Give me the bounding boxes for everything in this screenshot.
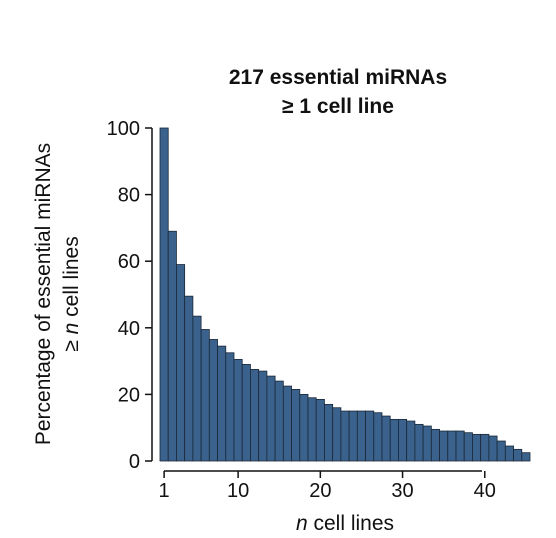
bar-21 [324,403,334,462]
bar-44 [513,448,523,462]
y-tick-label-0: 0 [129,451,140,473]
y-tick-label-80: 80 [118,185,140,207]
bar-42 [496,440,506,462]
bar-series [159,127,531,462]
y-axis-label-line-1: Percentage of essential miRNAs [32,143,55,445]
bar-13 [258,370,268,462]
bar-45 [521,452,531,462]
bar-22 [332,407,342,462]
bar-10 [233,359,243,462]
x-tick-label-10: 10 [227,480,249,502]
bar-37 [455,430,465,462]
bar-38 [463,432,473,462]
bar-23 [340,410,350,462]
chart-title-line-2: ≥ 1 cell line [282,95,394,118]
bar-36 [447,430,457,462]
y-axis-label-text: cell lines [60,236,83,322]
bar-41 [488,435,498,462]
bar-8 [217,345,227,462]
bar-15 [274,380,284,462]
bar-27 [373,412,383,462]
x-tick-label-30: 30 [391,480,413,502]
y-tick-label-20: 20 [118,384,140,406]
y-axis-label-variable: n [60,323,83,335]
bar-26 [365,410,375,462]
bar-18 [299,393,309,462]
y-axis-label: Percentage of essential miRNAs ≥ n cell … [32,143,83,445]
bar-28 [381,415,391,462]
chart-title-line-1: 217 essential miRNAs [229,66,447,89]
bar-30 [398,418,408,462]
bar-24 [348,410,358,462]
bar-25 [356,410,366,462]
x-axis-label-variable: n [296,512,308,535]
bar-39 [472,433,482,462]
y-tick-label-40: 40 [118,318,140,340]
bar-35 [439,430,449,462]
x-axis-ticks: 1 10 20 30 40 [159,471,496,502]
bar-9 [225,352,235,462]
bar-4 [184,295,194,462]
x-tick-label-1: 1 [159,480,170,502]
x-axis-label-text: cell lines [308,512,394,535]
y-axis-label-prefix: ≥ [60,334,83,351]
x-axis-label: n cell lines [296,512,394,535]
bar-17 [291,389,301,462]
bar-6 [200,329,210,462]
y-axis-label-line-2: ≥ n cell lines [60,236,83,351]
x-tick-label-40: 40 [474,480,496,502]
y-axis-ticks: 0 20 40 60 80 100 [107,118,152,473]
bar-2 [167,230,177,462]
bar-29 [389,418,399,462]
bar-34 [430,428,440,462]
bar-19 [307,397,317,462]
bar-14 [266,375,276,462]
y-tick-label-60: 60 [118,251,140,273]
chart-title: 217 essential miRNAs ≥ 1 cell line [229,66,447,118]
bar-40 [480,433,490,462]
x-tick-label-20: 20 [309,480,331,502]
bar-32 [414,423,424,462]
bar-16 [282,385,292,462]
y-tick-label-100: 100 [107,118,140,140]
bar-20 [315,398,325,462]
bar-5 [192,315,202,462]
bar-43 [504,445,514,462]
bar-11 [241,364,251,462]
bar-7 [208,339,218,462]
bar-31 [406,420,416,462]
bar-1 [159,127,169,462]
bar-33 [422,425,432,462]
bar-12 [250,369,260,462]
bar-3 [176,264,186,462]
